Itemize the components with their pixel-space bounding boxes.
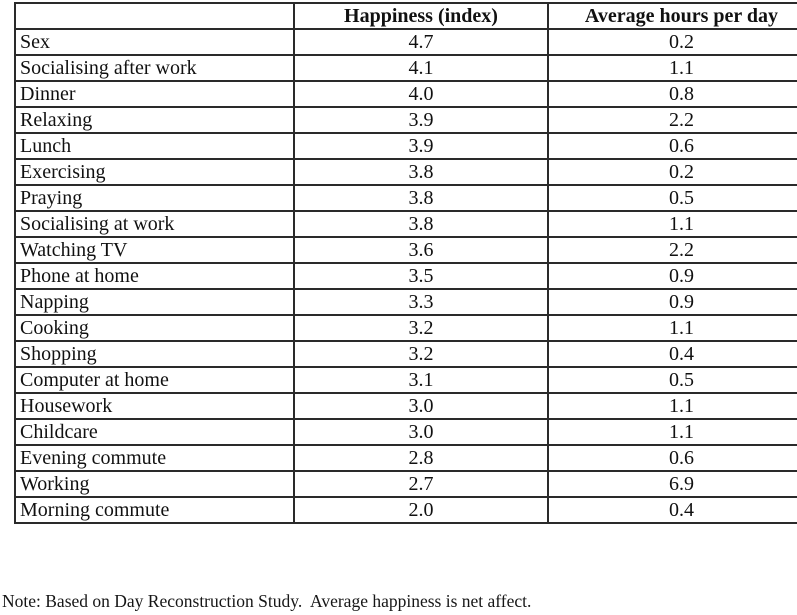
- activity-cell: Morning commute: [14, 496, 295, 524]
- hours-cell: 1.1: [547, 210, 797, 238]
- hours-cell: 0.8: [547, 80, 797, 108]
- activity-cell: Cooking: [14, 314, 295, 342]
- table-row: Socialising after work 4.1 1.1: [14, 54, 797, 82]
- hours-cell: 1.1: [547, 314, 797, 342]
- hours-cell: 0.6: [547, 444, 797, 472]
- table-row: Working 2.7 6.9: [14, 470, 797, 498]
- table-row: Evening commute 2.8 0.6: [14, 444, 797, 472]
- hours-cell: 2.2: [547, 106, 797, 134]
- table-row: Lunch 3.9 0.6: [14, 132, 797, 160]
- happiness-cell: 3.0: [293, 392, 549, 420]
- table-row: Relaxing 3.9 2.2: [14, 106, 797, 134]
- activity-cell: Praying: [14, 184, 295, 212]
- happiness-cell: 3.2: [293, 340, 549, 368]
- table-row: Shopping 3.2 0.4: [14, 340, 797, 368]
- activity-cell: Computer at home: [14, 366, 295, 394]
- header-row: Happiness (index) Average hours per day: [14, 2, 797, 30]
- hours-cell: 0.5: [547, 184, 797, 212]
- table-row: Napping 3.3 0.9: [14, 288, 797, 316]
- activity-cell: Exercising: [14, 158, 295, 186]
- hours-cell: 0.4: [547, 496, 797, 524]
- table-row: Housework 3.0 1.1: [14, 392, 797, 420]
- happiness-cell: 3.6: [293, 236, 549, 264]
- happiness-by-activity-table: Happiness (index) Average hours per day …: [14, 2, 797, 524]
- column-header-average-hours: Average hours per day: [547, 2, 797, 30]
- table-row: Dinner 4.0 0.8: [14, 80, 797, 108]
- activity-cell: Housework: [14, 392, 295, 420]
- happiness-cell: 4.1: [293, 54, 549, 82]
- happiness-cell: 3.1: [293, 366, 549, 394]
- table-header: Happiness (index) Average hours per day: [14, 2, 797, 30]
- activity-cell: Sex: [14, 28, 295, 56]
- hours-cell: 1.1: [547, 54, 797, 82]
- table-note: Note: Based on Day Reconstruction Study.…: [2, 591, 532, 611]
- hours-cell: 6.9: [547, 470, 797, 498]
- column-header-happiness-index: Happiness (index): [293, 2, 549, 30]
- activity-cell: Dinner: [14, 80, 295, 108]
- happiness-cell: 3.5: [293, 262, 549, 290]
- happiness-cell: 3.0: [293, 418, 549, 446]
- happiness-cell: 3.2: [293, 314, 549, 342]
- happiness-cell: 3.8: [293, 184, 549, 212]
- activity-cell: Socialising at work: [14, 210, 295, 238]
- table-row: Phone at home 3.5 0.9: [14, 262, 797, 290]
- happiness-cell: 2.8: [293, 444, 549, 472]
- table-row: Exercising 3.8 0.2: [14, 158, 797, 186]
- table-body: Sex 4.7 0.2 Socialising after work 4.1 1.1 Din…: [14, 28, 797, 524]
- table-row: Morning commute 2.0 0.4: [14, 496, 797, 524]
- table-row: Socialising at work 3.8 1.1: [14, 210, 797, 238]
- table-row: Childcare 3.0 1.1: [14, 418, 797, 446]
- hours-cell: 0.9: [547, 262, 797, 290]
- activity-cell: Shopping: [14, 340, 295, 368]
- hours-cell: 0.4: [547, 340, 797, 368]
- hours-cell: 0.2: [547, 28, 797, 56]
- happiness-cell: 4.7: [293, 28, 549, 56]
- table-row: Computer at home 3.1 0.5: [14, 366, 797, 394]
- happiness-cell: 4.0: [293, 80, 549, 108]
- happiness-cell: 3.9: [293, 106, 549, 134]
- hours-cell: 2.2: [547, 236, 797, 264]
- happiness-cell: 3.8: [293, 210, 549, 238]
- column-header-activity: [14, 2, 295, 30]
- happiness-cell: 3.9: [293, 132, 549, 160]
- hours-cell: 0.6: [547, 132, 797, 160]
- table-row: Watching TV 3.6 2.2: [14, 236, 797, 264]
- table-row: Cooking 3.2 1.1: [14, 314, 797, 342]
- activity-cell: Evening commute: [14, 444, 295, 472]
- activity-cell: Napping: [14, 288, 295, 316]
- activity-cell: Watching TV: [14, 236, 295, 264]
- hours-cell: 0.5: [547, 366, 797, 394]
- happiness-cell: 2.0: [293, 496, 549, 524]
- activity-cell: Socialising after work: [14, 54, 295, 82]
- table-row: Sex 4.7 0.2: [14, 28, 797, 56]
- activity-cell: Childcare: [14, 418, 295, 446]
- activity-cell: Working: [14, 470, 295, 498]
- hours-cell: 1.1: [547, 418, 797, 446]
- activity-cell: Relaxing: [14, 106, 295, 134]
- activity-cell: Phone at home: [14, 262, 295, 290]
- happiness-cell: 3.8: [293, 158, 549, 186]
- hours-cell: 0.2: [547, 158, 797, 186]
- activity-cell: Lunch: [14, 132, 295, 160]
- hours-cell: 0.9: [547, 288, 797, 316]
- happiness-cell: 3.3: [293, 288, 549, 316]
- hours-cell: 1.1: [547, 392, 797, 420]
- table-row: Praying 3.8 0.5: [14, 184, 797, 212]
- happiness-cell: 2.7: [293, 470, 549, 498]
